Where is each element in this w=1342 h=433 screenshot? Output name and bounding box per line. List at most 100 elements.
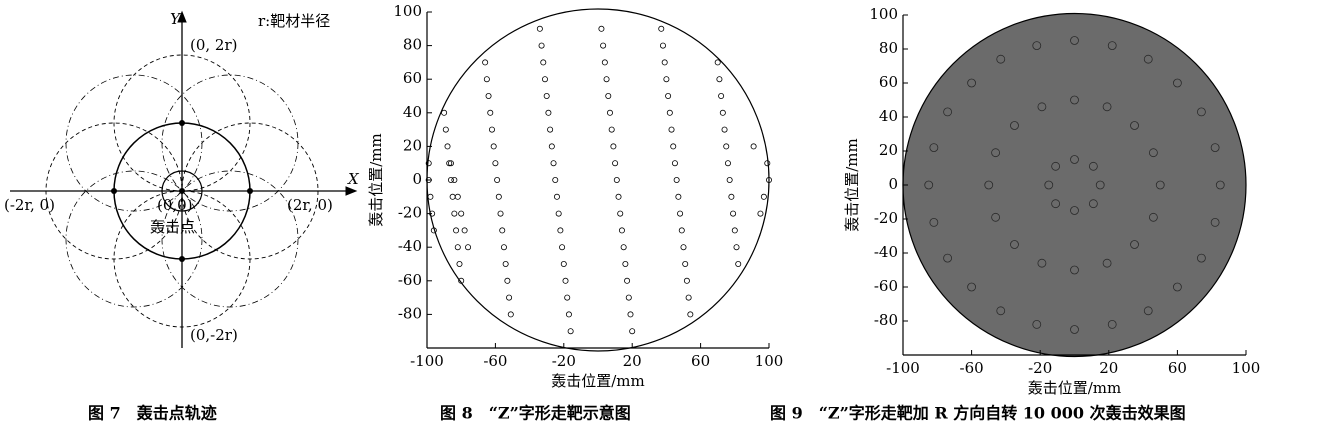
point	[548, 143, 555, 150]
caption: 图 9 “Z”字形走靶加 R 方向自转 10 000 次轰击效果图	[770, 404, 1186, 423]
target	[161, 170, 203, 212]
y-tick-label: 40	[403, 103, 422, 121]
point	[666, 109, 673, 116]
point	[924, 180, 934, 190]
dot	[179, 256, 185, 262]
point	[608, 126, 615, 133]
point	[1032, 319, 1042, 329]
point	[764, 160, 771, 167]
point	[488, 126, 495, 133]
point	[1130, 121, 1139, 130]
coverage	[903, 13, 1246, 357]
point	[605, 93, 612, 100]
point	[675, 193, 682, 200]
axis-name: X	[347, 170, 360, 188]
point	[991, 212, 1001, 222]
point	[1070, 325, 1079, 334]
point	[547, 126, 554, 133]
point	[442, 126, 449, 133]
x-tick-label: 100	[1232, 359, 1261, 377]
y-tick-label: -40	[874, 243, 898, 261]
point	[731, 227, 738, 234]
y-tick-label: 20	[403, 136, 422, 154]
y-axis-label: 轰击位置/mm	[367, 133, 385, 227]
point	[485, 93, 492, 100]
point	[668, 126, 675, 133]
y-tick-label: -80	[874, 311, 898, 329]
point	[663, 76, 670, 83]
x-tick-label: -20	[552, 352, 576, 370]
point	[1070, 95, 1079, 105]
point	[458, 277, 465, 284]
point	[735, 260, 742, 267]
y-tick-label: 80	[879, 39, 898, 57]
point	[461, 227, 468, 234]
arrow	[177, 10, 187, 23]
point	[984, 180, 994, 190]
y-tick-label: -20	[398, 204, 422, 222]
x-tick-label: -100	[886, 359, 920, 377]
x-tick-label: -100	[410, 352, 444, 370]
point	[1143, 306, 1153, 316]
point	[564, 294, 571, 301]
point	[943, 253, 952, 263]
point	[1051, 199, 1061, 209]
y-tick-label: -20	[874, 209, 898, 227]
point	[678, 227, 685, 234]
x-axis-label: 轰击位置/mm	[551, 372, 645, 390]
point	[497, 210, 504, 217]
point	[454, 193, 461, 200]
y-tick-label: 0	[412, 170, 422, 188]
point	[671, 160, 678, 167]
point	[601, 59, 608, 66]
point	[1173, 78, 1182, 88]
x-tick-label: -60	[483, 352, 507, 370]
point	[456, 260, 463, 267]
point	[506, 294, 513, 301]
point	[685, 294, 692, 301]
point	[683, 277, 690, 284]
point	[482, 59, 489, 66]
point	[1044, 180, 1054, 190]
axis-name: Y	[170, 10, 182, 28]
label: (0, 2r)	[190, 36, 238, 54]
point	[567, 328, 574, 335]
diagram	[10, 10, 358, 348]
point	[1070, 155, 1079, 164]
point	[1010, 240, 1019, 249]
point	[538, 42, 545, 49]
point	[1210, 143, 1220, 153]
target-boundary	[426, 8, 770, 352]
point	[495, 193, 502, 200]
x-tick-label: 20	[1099, 359, 1118, 377]
point	[1010, 121, 1019, 130]
point	[458, 210, 465, 217]
point	[494, 176, 501, 183]
label: (-2r, 0)	[4, 196, 55, 214]
dot	[179, 120, 185, 126]
point	[1107, 319, 1117, 329]
point	[1088, 161, 1098, 171]
label: (2r, 0)	[287, 196, 333, 214]
point	[733, 244, 740, 251]
point	[565, 311, 572, 318]
point	[500, 244, 507, 251]
point	[492, 160, 499, 167]
point	[560, 260, 567, 267]
point	[465, 244, 472, 251]
point	[622, 260, 629, 267]
x-axis-label: 轰击位置/mm	[1028, 379, 1122, 397]
point	[430, 227, 437, 234]
x-tick-label: 100	[755, 352, 784, 370]
point	[425, 160, 432, 167]
point	[996, 306, 1006, 316]
x-tick-label: -60	[960, 359, 984, 377]
point	[620, 244, 627, 251]
point	[721, 126, 728, 133]
point	[627, 311, 634, 318]
point	[453, 227, 460, 234]
point	[1051, 161, 1061, 171]
point	[629, 328, 636, 335]
point	[499, 227, 506, 234]
point	[536, 25, 543, 32]
